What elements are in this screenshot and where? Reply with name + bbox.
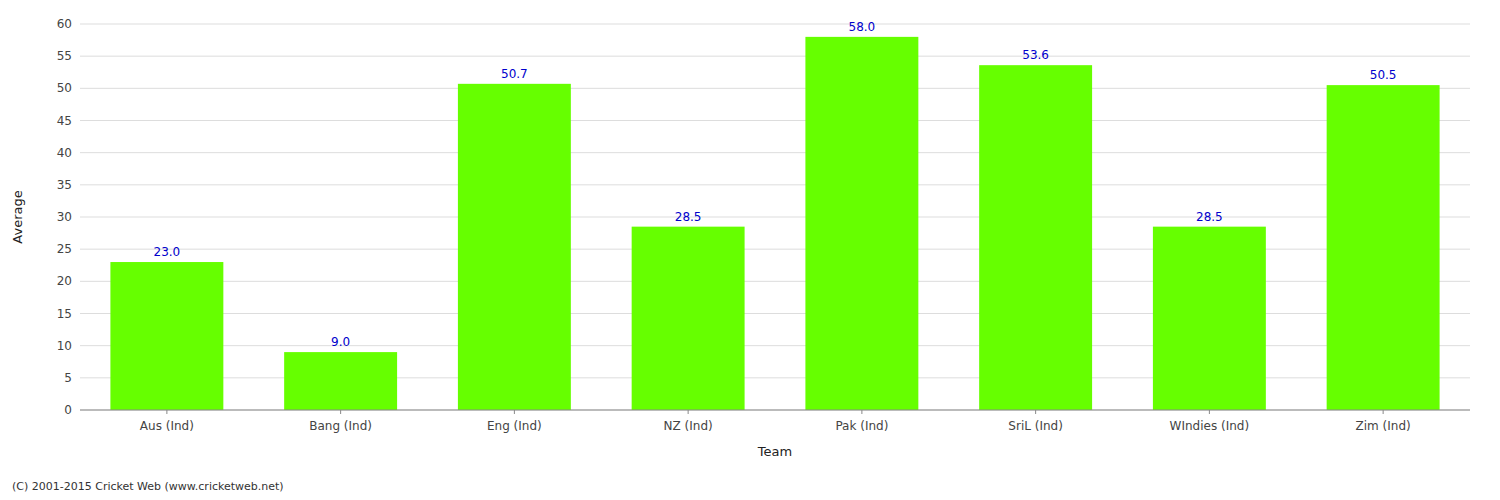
x-axis: Aus (Ind) Bang (Ind) Eng (Ind) NZ (Ind) Pak … — [80, 410, 1470, 433]
x-tick-label: SriL (Ind) — [1008, 419, 1063, 433]
grid-line — [80, 24, 1470, 25]
data-label: 28.5 — [1196, 210, 1223, 224]
data-label: 50.7 — [501, 67, 528, 81]
x-tick — [861, 410, 862, 414]
bar — [1153, 227, 1266, 410]
x-tick-label: Bang (Ind) — [309, 419, 372, 433]
y-tick-label: 20 — [57, 274, 72, 288]
data-label: 50.5 — [1370, 68, 1397, 82]
x-tick — [1035, 410, 1036, 414]
x-tick — [340, 410, 341, 414]
bar — [458, 84, 571, 410]
grid-line — [80, 56, 1470, 57]
x-tick-label: WIndies (Ind) — [1170, 419, 1250, 433]
grid-line — [80, 184, 1470, 185]
grid — [80, 24, 1470, 410]
y-axis-label: Average — [10, 190, 25, 243]
bar — [632, 227, 745, 410]
bar — [805, 37, 918, 410]
footer: (C) 2001-2015 Cricket Web (www.cricketwe… — [12, 480, 284, 493]
bar — [979, 65, 1092, 410]
y-tick-label: 15 — [57, 307, 72, 321]
data-label: 23.0 — [154, 245, 181, 259]
bar — [110, 262, 223, 410]
data-label: 58.0 — [849, 20, 876, 34]
y-tick-label: 55 — [57, 49, 72, 63]
x-tick — [1209, 410, 1210, 414]
x-axis-label: Team — [757, 444, 792, 459]
y-tick-label: 60 — [57, 17, 72, 31]
y-tick-label: 25 — [57, 242, 72, 256]
y-tick-label: 45 — [57, 114, 72, 128]
y-tick-label: 35 — [57, 178, 72, 192]
grid-line — [80, 88, 1470, 89]
x-tick-label: Pak (Ind) — [835, 419, 888, 433]
y-tick-label: 5 — [64, 371, 72, 385]
y-tick-label: 40 — [57, 146, 72, 160]
bars — [110, 37, 1439, 410]
data-label: 53.6 — [1022, 48, 1049, 62]
grid-line — [80, 410, 1470, 411]
y-tick-label: 0 — [64, 403, 72, 417]
bar — [1327, 85, 1440, 410]
x-tick — [514, 410, 515, 414]
data-labels: 23.0 9.0 50.7 28.5 58.0 53.6 28.5 50.5 — [154, 20, 1397, 349]
x-tick-label: Zim (Ind) — [1356, 419, 1411, 433]
y-tick-label: 50 — [57, 81, 72, 95]
data-label: 28.5 — [675, 210, 702, 224]
chart-container: 0 5 10 15 20 25 30 35 40 45 50 55 60 23.0 9.0 50.7 28.5 5… — [0, 0, 1500, 500]
grid-line — [80, 120, 1470, 121]
x-axis-line — [80, 410, 1470, 411]
grid-line — [80, 217, 1470, 218]
x-tick — [688, 410, 689, 414]
x-tick-label: Eng (Ind) — [487, 419, 542, 433]
x-tick-label: Aus (Ind) — [140, 419, 194, 433]
data-label: 9.0 — [331, 335, 350, 349]
y-tick-label: 30 — [57, 210, 72, 224]
x-tick — [1383, 410, 1384, 414]
chart: 0 5 10 15 20 25 30 35 40 45 50 55 60 23.0 9.0 50.7 28.5 5… — [0, 0, 1500, 500]
bar — [284, 352, 397, 410]
x-tick-label: NZ (Ind) — [664, 419, 713, 433]
y-axis: 0 5 10 15 20 25 30 35 40 45 50 55 60 — [57, 17, 72, 417]
x-tick — [166, 410, 167, 414]
y-tick-label: 10 — [57, 339, 72, 353]
grid-line — [80, 152, 1470, 153]
